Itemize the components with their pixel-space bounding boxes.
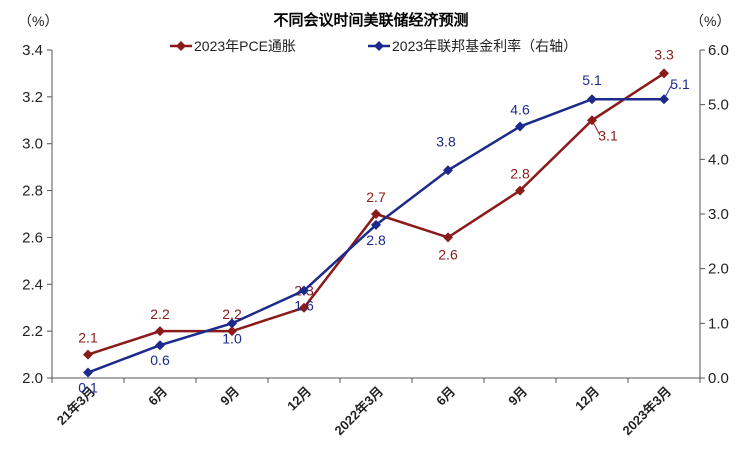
data-label: 1.0 xyxy=(222,330,242,346)
data-label: 0.6 xyxy=(150,352,170,368)
data-point xyxy=(587,94,597,105)
data-label: 1.6 xyxy=(294,298,314,314)
series-layer: 2.12.22.22.32.72.62.83.13.30.10.61.01.62… xyxy=(78,46,690,395)
legend-item-pce: 2023年PCE通胀 xyxy=(170,38,296,54)
right-tick-label: 0.0 xyxy=(708,370,729,387)
legend-label-fed-funds: 2023年联邦基金利率（右轴） xyxy=(392,38,577,54)
right-tick-label: 2.0 xyxy=(708,261,729,278)
data-label: 2.7 xyxy=(366,189,386,205)
data-label: 2.8 xyxy=(366,232,386,248)
data-label: 2.8 xyxy=(510,166,530,182)
left-tick-label: 2.0 xyxy=(22,370,43,387)
data-label: 3.1 xyxy=(598,127,618,143)
label-leader xyxy=(663,83,673,100)
data-point xyxy=(83,349,93,360)
data-point xyxy=(155,340,165,351)
data-point xyxy=(227,318,237,329)
data-point xyxy=(659,68,669,79)
right-tick-label: 4.0 xyxy=(708,151,729,168)
data-point xyxy=(83,367,93,378)
x-tick-label: 6月 xyxy=(433,384,458,409)
left-tick-label: 3.2 xyxy=(22,89,43,106)
left-tick-label: 3.4 xyxy=(22,42,43,59)
left-axis-unit: （%） xyxy=(18,13,58,29)
right-tick-label: 5.0 xyxy=(708,97,729,114)
x-tick-label: 9月 xyxy=(217,384,242,409)
data-label: 5.1 xyxy=(670,76,690,92)
data-label: 4.6 xyxy=(510,102,530,118)
legend-label-pce: 2023年PCE通胀 xyxy=(194,38,296,54)
series-fed-funds: 0.1 0.6 1.0 1.6 2.8 3.8 4.6 5.1 5.1 xyxy=(78,72,690,395)
left-tick-label: 2.8 xyxy=(22,183,43,200)
legend: 2023年PCE通胀 2023年联邦基金利率（右轴） xyxy=(170,38,577,54)
right-axis-unit: （%） xyxy=(690,13,730,29)
right-tick-label: 6.0 xyxy=(708,42,729,59)
data-point xyxy=(299,302,309,313)
legend-item-fed-funds: 2023年联邦基金利率（右轴） xyxy=(368,38,577,54)
data-point xyxy=(515,121,525,132)
data-point xyxy=(443,232,453,243)
label-leader xyxy=(591,120,601,136)
right-tick-label: 1.0 xyxy=(708,315,729,332)
data-label: 2.2 xyxy=(150,306,170,322)
data-point xyxy=(227,326,237,337)
data-point xyxy=(371,209,381,219)
data-label: 2.1 xyxy=(78,330,98,346)
data-point xyxy=(155,326,165,337)
data-point xyxy=(371,219,381,230)
series-pce: 2.12.22.22.32.72.62.83.13.3 xyxy=(78,46,674,360)
x-tick-label: 6月 xyxy=(145,384,170,409)
left-tick-label: 3.0 xyxy=(22,136,43,153)
data-label: 0.1 xyxy=(78,380,98,396)
x-tick-label: 12月 xyxy=(572,384,602,414)
x-tick-label: 2022年3月 xyxy=(332,384,387,439)
data-label: 3.3 xyxy=(654,46,674,62)
data-point xyxy=(443,165,453,176)
left-tick-label: 2.6 xyxy=(22,229,43,246)
chart-title: 不同会议时间美联储经济预测 xyxy=(273,11,468,29)
data-point xyxy=(299,285,309,296)
x-tick-label: 9月 xyxy=(505,384,530,409)
data-label: 2.2 xyxy=(222,306,242,322)
left-tick-label: 2.2 xyxy=(22,323,43,340)
right-tick-label: 3.0 xyxy=(708,206,729,223)
data-point xyxy=(515,185,525,196)
data-label: 3.8 xyxy=(436,133,456,149)
data-label: 5.1 xyxy=(582,72,602,88)
x-tick-label: 2023年3月 xyxy=(620,384,675,439)
data-label: 2.6 xyxy=(438,246,458,262)
x-tick-label: 12月 xyxy=(284,384,314,414)
left-tick-label: 2.4 xyxy=(22,276,43,293)
